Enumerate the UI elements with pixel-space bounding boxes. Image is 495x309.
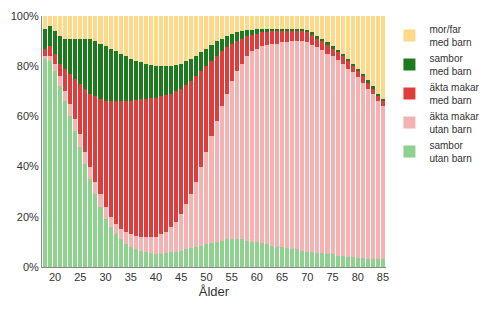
svg-text:sambormed barn: sambormed barn [429,53,471,77]
svg-text:mor/farmed barn: mor/farmed barn [429,24,471,48]
svg-text:65: 65 [276,271,288,283]
svg-text:35: 35 [125,271,137,283]
svg-text:Ålder: Ålder [199,284,230,299]
svg-text:samborutan barn: samborutan barn [429,140,471,164]
svg-text:40: 40 [150,271,162,283]
svg-text:60%: 60% [17,110,39,122]
svg-text:100%: 100% [11,10,39,22]
svg-text:75: 75 [326,271,338,283]
svg-text:40%: 40% [17,160,39,172]
svg-text:85: 85 [377,271,389,283]
svg-text:20%: 20% [17,211,39,223]
svg-text:60: 60 [251,271,263,283]
svg-text:55: 55 [226,271,238,283]
svg-text:20: 20 [49,271,61,283]
svg-text:0%: 0% [23,261,39,273]
svg-text:80: 80 [352,271,364,283]
svg-text:45: 45 [175,271,187,283]
svg-text:äkta makarmed barn: äkta makarmed barn [429,82,479,106]
svg-text:50: 50 [200,271,212,283]
svg-text:äkta makarutan barn: äkta makarutan barn [429,111,479,135]
svg-text:70: 70 [301,271,313,283]
svg-text:30: 30 [99,271,111,283]
svg-text:80%: 80% [17,60,39,72]
svg-text:25: 25 [74,271,86,283]
